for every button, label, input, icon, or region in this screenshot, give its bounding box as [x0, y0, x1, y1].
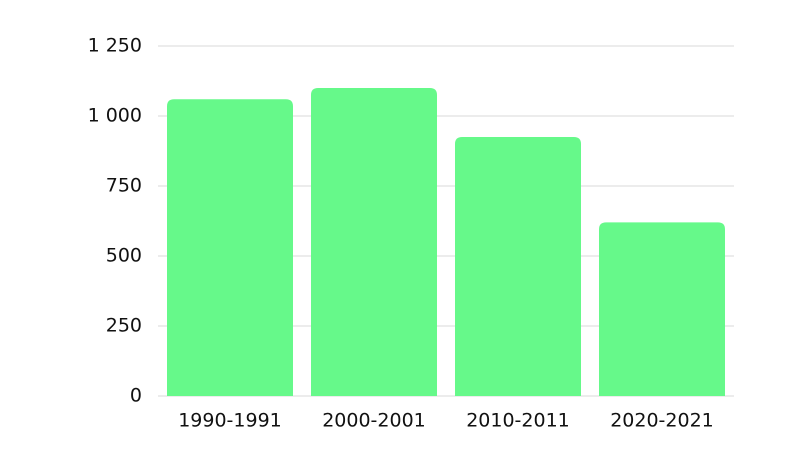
x-tick-label: 2000-2001: [322, 410, 426, 432]
y-tick-label: 1 250: [88, 35, 142, 57]
x-tick-label: 1990-1991: [178, 410, 282, 432]
y-tick-label: 750: [106, 175, 142, 197]
y-tick-label: 0: [130, 385, 142, 407]
y-tick-label: 500: [106, 245, 142, 267]
bar: [455, 137, 581, 396]
bar: [311, 88, 437, 396]
y-tick-label: 1 000: [88, 105, 142, 127]
x-tick-label: 2020-2021: [610, 410, 714, 432]
y-tick-label: 250: [106, 315, 142, 337]
bar: [599, 222, 725, 396]
x-tick-label: 2010-2011: [466, 410, 570, 432]
bar: [167, 99, 293, 396]
